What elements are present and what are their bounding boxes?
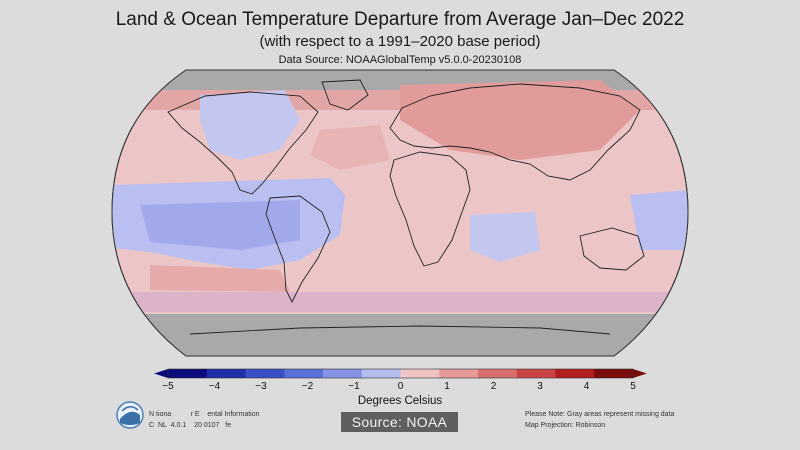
warm-north-atlantic bbox=[310, 125, 390, 170]
footer-left-line1: N tiona r E ental Information bbox=[149, 411, 260, 418]
colorbar-tick-label: −3 bbox=[255, 381, 267, 392]
cool-southern-strip bbox=[120, 292, 680, 312]
colorbar-segment bbox=[439, 369, 479, 378]
colorbar-tick-label: 1 bbox=[444, 381, 450, 392]
cool-north-america bbox=[200, 90, 300, 160]
colorbar-tick-label: −2 bbox=[301, 381, 314, 392]
cool-indian-ocean bbox=[470, 212, 540, 262]
greenland-outline bbox=[321, 79, 369, 111]
cool-west-pacific bbox=[630, 190, 688, 250]
colorbar-segment bbox=[555, 369, 595, 378]
north-america-outline bbox=[167, 91, 319, 195]
continent-outlines bbox=[167, 79, 645, 335]
colorbar-segment bbox=[594, 369, 634, 378]
projection-note: Map Projection: Robinson bbox=[525, 422, 606, 429]
missing-data-note: Please Note: Gray areas represent missin… bbox=[525, 411, 675, 418]
cool-pacific-core bbox=[140, 200, 300, 250]
colorbar-min-arrow bbox=[154, 369, 168, 378]
colorbar-tick-label: 3 bbox=[537, 381, 543, 392]
footer-left-line2: C NL 4.0.1 20 0107 fe bbox=[149, 422, 232, 429]
colorbar-segment bbox=[323, 369, 363, 378]
colorbar-tick-label: −1 bbox=[348, 381, 360, 392]
map-subtitle: (with respect to a 1991–2020 base period… bbox=[259, 33, 541, 50]
colorbar-unit-label: Degrees Celsius bbox=[357, 395, 443, 407]
australia-outline bbox=[579, 227, 645, 271]
colorbar-frame bbox=[167, 368, 634, 379]
colorbar-segment bbox=[400, 369, 440, 378]
warm-south-pacific bbox=[150, 265, 290, 292]
warm-eurasia bbox=[400, 80, 640, 160]
south-america-outline bbox=[265, 195, 331, 304]
missing-data-antarctic bbox=[112, 314, 688, 356]
colorbar-tick-label: 4 bbox=[583, 381, 590, 392]
colorbar-tick-label: 5 bbox=[630, 381, 636, 392]
colorbar-segment bbox=[245, 369, 285, 378]
colorbar-tick-label: 0 bbox=[397, 381, 404, 392]
europe-asia-outline bbox=[389, 83, 641, 181]
colorbar-segment bbox=[168, 369, 208, 378]
colorbar-segment bbox=[478, 369, 518, 378]
footer-right-notes: Please Note: Gray areas represent missin… bbox=[525, 409, 674, 431]
colorbar-tick-label: −4 bbox=[208, 381, 221, 392]
data-source-line: Data Source: NOAAGlobalTemp v5.0.0-20230… bbox=[278, 54, 522, 66]
colorbar-tick-label: 2 bbox=[490, 381, 497, 392]
africa-outline bbox=[389, 151, 471, 267]
colorbar-segment bbox=[206, 369, 246, 378]
colorbar-segment bbox=[516, 369, 556, 378]
colorbar-max-arrow bbox=[633, 369, 647, 378]
colorbar-tick-label: −5 bbox=[162, 381, 174, 392]
colorbar-segment bbox=[284, 369, 324, 378]
colorbar bbox=[154, 368, 647, 379]
noaa-logo-icon bbox=[116, 401, 144, 429]
map-border bbox=[111, 69, 689, 357]
antarctica-outline bbox=[189, 325, 611, 335]
source-badge: Source: NOAA bbox=[341, 412, 458, 432]
colorbar-segment bbox=[361, 369, 401, 378]
footer-left-credit: N tiona r E ental Information C NL 4.0.1… bbox=[149, 409, 260, 431]
map-title: Land & Ocean Temperature Departure from … bbox=[115, 9, 685, 30]
